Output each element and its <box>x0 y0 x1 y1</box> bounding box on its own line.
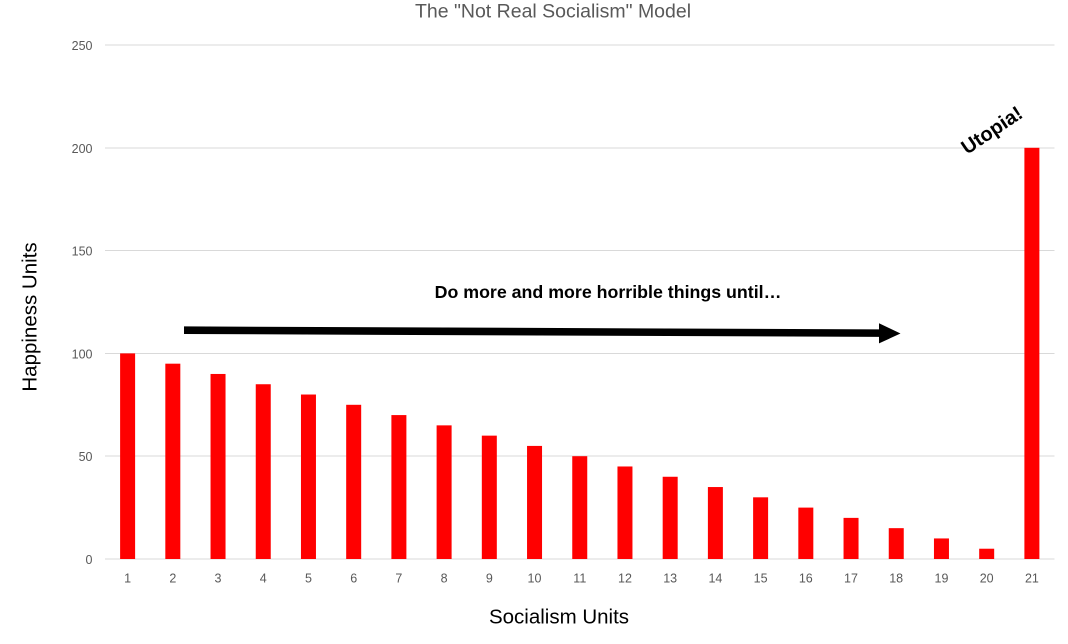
svg-text:50: 50 <box>79 450 93 464</box>
svg-text:10: 10 <box>528 572 542 586</box>
svg-text:12: 12 <box>618 572 632 586</box>
svg-text:Happiness Units: Happiness Units <box>19 242 42 391</box>
svg-text:20: 20 <box>980 572 994 586</box>
svg-text:6: 6 <box>350 572 357 586</box>
svg-text:21: 21 <box>1025 572 1039 586</box>
svg-text:5: 5 <box>305 572 312 586</box>
svg-text:7: 7 <box>395 572 402 586</box>
svg-text:14: 14 <box>708 572 722 586</box>
svg-text:1: 1 <box>124 572 131 586</box>
svg-text:8: 8 <box>441 572 448 586</box>
svg-text:The "Not Real Socialism" Model: The "Not Real Socialism" Model <box>415 1 691 23</box>
svg-text:16: 16 <box>799 572 813 586</box>
svg-text:Socialism Units: Socialism Units <box>489 606 629 629</box>
svg-text:250: 250 <box>72 39 93 53</box>
svg-text:150: 150 <box>72 245 93 259</box>
svg-text:11: 11 <box>573 572 586 586</box>
svg-text:4: 4 <box>260 572 267 586</box>
svg-text:200: 200 <box>72 142 93 156</box>
svg-text:15: 15 <box>754 572 768 586</box>
svg-text:17: 17 <box>844 572 858 586</box>
svg-text:2: 2 <box>169 572 176 586</box>
svg-text:18: 18 <box>889 572 903 586</box>
svg-text:0: 0 <box>86 553 93 567</box>
svg-text:19: 19 <box>935 572 949 586</box>
svg-text:Do more and more horrible thin: Do more and more horrible things until… <box>435 282 782 302</box>
svg-text:9: 9 <box>486 572 493 586</box>
svg-text:13: 13 <box>663 572 677 586</box>
svg-text:100: 100 <box>72 347 93 361</box>
svg-text:3: 3 <box>215 572 222 586</box>
